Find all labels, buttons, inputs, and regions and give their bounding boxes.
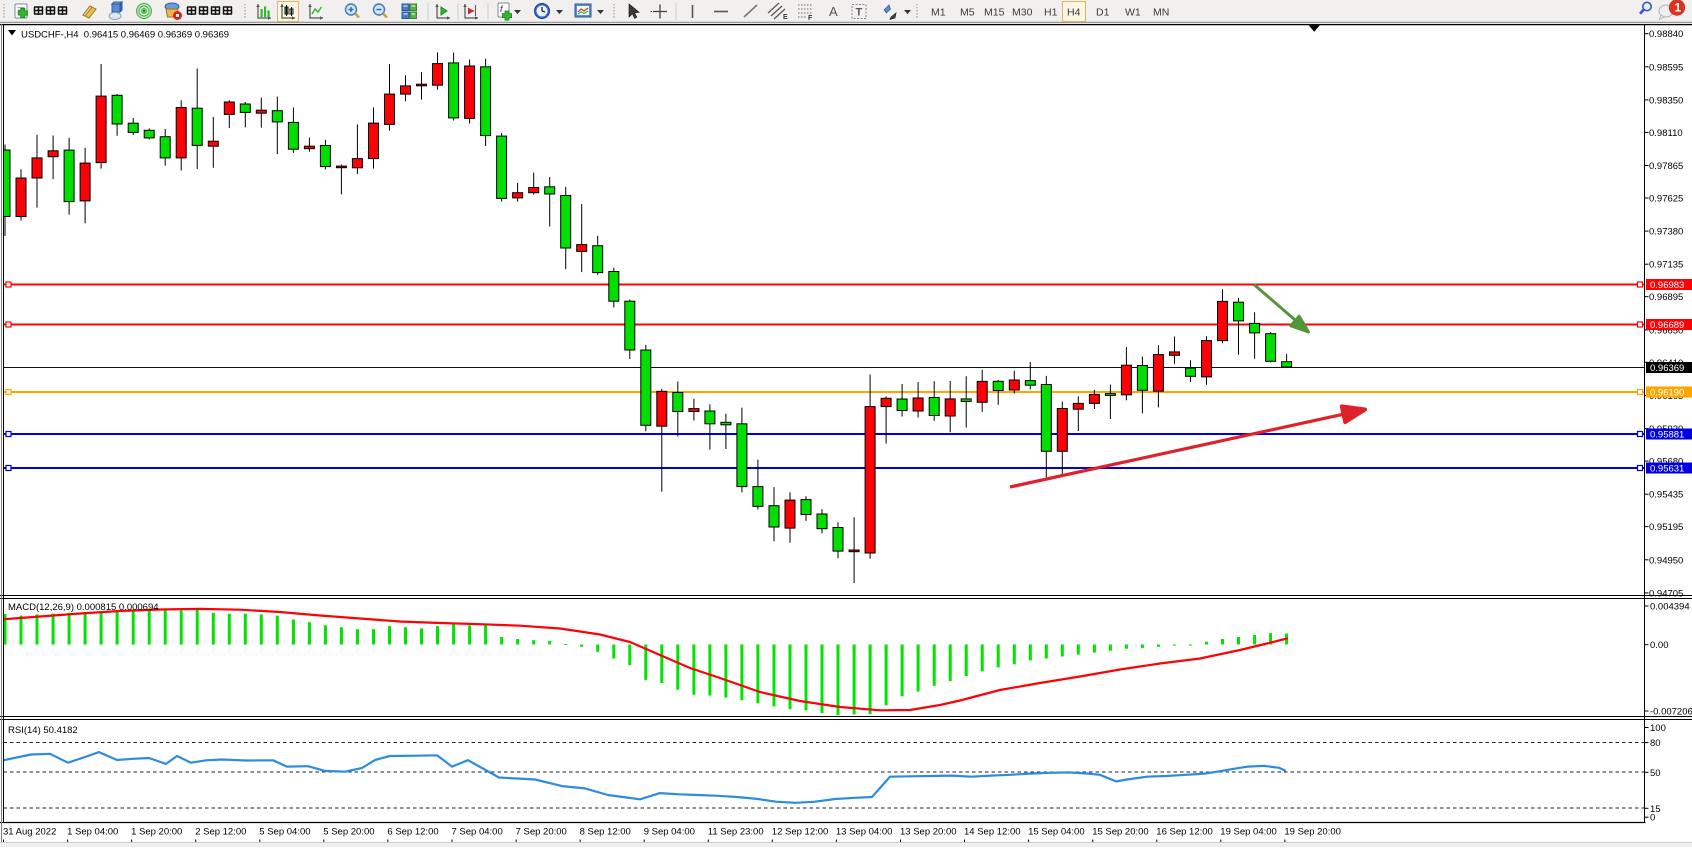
svg-text:1 Sep 20:00: 1 Sep 20:00	[131, 827, 182, 838]
svg-text:19 Sep 04:00: 19 Sep 04:00	[1220, 827, 1277, 838]
svg-text:12 Sep 12:00: 12 Sep 12:00	[772, 827, 829, 838]
svg-text:0.96369: 0.96369	[1650, 363, 1684, 374]
svg-text:80: 80	[1650, 738, 1661, 749]
svg-text:0.96190: 0.96190	[1650, 388, 1684, 399]
svg-text:14 Sep 12:00: 14 Sep 12:00	[964, 827, 1021, 838]
svg-text:19 Sep 20:00: 19 Sep 20:00	[1284, 827, 1341, 838]
svg-text:0.98840: 0.98840	[1649, 29, 1683, 40]
svg-text:0.97135: 0.97135	[1649, 260, 1683, 271]
svg-text:F: F	[808, 15, 813, 22]
svg-text:W1: W1	[1125, 7, 1141, 19]
svg-text:f: f	[500, 4, 504, 14]
svg-text:15 Sep 20:00: 15 Sep 20:00	[1092, 827, 1149, 838]
svg-text:0.004394: 0.004394	[1650, 602, 1690, 613]
svg-text:M5: M5	[960, 7, 975, 19]
svg-text:1 Sep 04:00: 1 Sep 04:00	[67, 827, 118, 838]
svg-text:MN: MN	[1153, 7, 1169, 19]
svg-text:0.96689: 0.96689	[1650, 320, 1684, 331]
svg-text:0.95631: 0.95631	[1650, 464, 1684, 475]
svg-text:0.94705: 0.94705	[1649, 588, 1683, 599]
svg-text:13 Sep 04:00: 13 Sep 04:00	[836, 827, 893, 838]
svg-text:6 Sep 12:00: 6 Sep 12:00	[387, 827, 438, 838]
svg-text:0.96983: 0.96983	[1650, 280, 1684, 291]
svg-text:0.95881: 0.95881	[1650, 430, 1684, 441]
svg-text:15: 15	[1650, 804, 1661, 815]
svg-text:H4: H4	[1067, 7, 1081, 19]
svg-text:A: A	[829, 4, 838, 19]
svg-text:11 Sep 23:00: 11 Sep 23:00	[708, 827, 764, 838]
svg-text:0.96650: 0.96650	[1649, 325, 1683, 336]
svg-text:16 Sep 12:00: 16 Sep 12:00	[1156, 827, 1213, 838]
svg-text:100: 100	[1650, 723, 1666, 734]
svg-text:7 Sep 20:00: 7 Sep 20:00	[516, 827, 567, 838]
svg-text:0.00: 0.00	[1650, 640, 1669, 651]
svg-text:9 Sep 04:00: 9 Sep 04:00	[644, 827, 695, 838]
svg-text:M1: M1	[931, 7, 946, 19]
svg-text:MACD(12,26,9) 0.000815 0.00069: MACD(12,26,9) 0.000815 0.000694	[8, 602, 159, 613]
svg-text:0.95680: 0.95680	[1649, 457, 1683, 468]
svg-text:0.97380: 0.97380	[1649, 227, 1683, 238]
svg-text:H1: H1	[1044, 7, 1058, 19]
svg-text:7 Sep 04:00: 7 Sep 04:00	[452, 827, 503, 838]
svg-text:15 Sep 04:00: 15 Sep 04:00	[1028, 827, 1085, 838]
svg-text:50: 50	[1650, 768, 1661, 779]
svg-text:0.98110: 0.98110	[1649, 128, 1683, 139]
svg-text:RSI(14) 50.4182: RSI(14) 50.4182	[8, 725, 78, 736]
svg-text:0.94950: 0.94950	[1649, 555, 1683, 566]
svg-text:5 Sep 20:00: 5 Sep 20:00	[323, 827, 374, 838]
svg-text:D1: D1	[1096, 7, 1110, 19]
svg-text:0.97625: 0.97625	[1649, 194, 1683, 205]
svg-text:2 Sep 12:00: 2 Sep 12:00	[195, 827, 246, 838]
svg-text:1: 1	[1675, 1, 1682, 15]
svg-text:5 Sep 04:00: 5 Sep 04:00	[259, 827, 310, 838]
svg-text:0.97865: 0.97865	[1649, 161, 1683, 172]
svg-text:0: 0	[1650, 813, 1655, 824]
svg-text:13 Sep 20:00: 13 Sep 20:00	[900, 827, 957, 838]
svg-text:0.98595: 0.98595	[1649, 62, 1683, 73]
svg-text:M15: M15	[984, 7, 1005, 19]
svg-text:8 Sep 12:00: 8 Sep 12:00	[580, 827, 631, 838]
svg-text:0.95195: 0.95195	[1649, 522, 1683, 533]
svg-text:0.98350: 0.98350	[1649, 95, 1683, 106]
svg-text:USDCHF-,H4 0.96415 0.96469 0.: USDCHF-,H4 0.96415 0.96469 0.96369 0.963…	[21, 30, 229, 41]
svg-text:0.96895: 0.96895	[1649, 292, 1683, 303]
svg-text:-0.007206: -0.007206	[1650, 707, 1692, 718]
svg-text:T: T	[856, 7, 863, 19]
svg-text:E: E	[783, 14, 788, 21]
svg-text:31 Aug 2022: 31 Aug 2022	[3, 827, 56, 838]
svg-text:0.95435: 0.95435	[1649, 490, 1683, 501]
svg-text:M30: M30	[1012, 7, 1033, 19]
